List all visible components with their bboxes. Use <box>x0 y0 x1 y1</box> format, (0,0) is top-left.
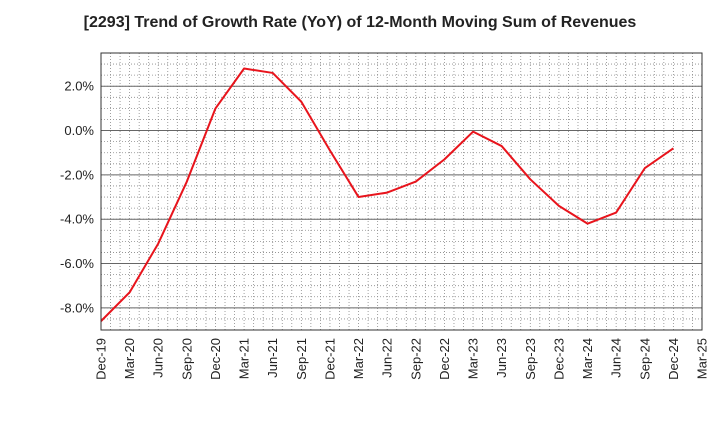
y-tick-label: -8.0% <box>60 300 94 315</box>
plot-area <box>101 53 702 330</box>
y-tick-label: 0.0% <box>64 123 94 138</box>
x-tick-label: Dec-19 <box>94 338 109 380</box>
x-tick-label: Sep-20 <box>179 338 194 380</box>
x-tick-label: Jun-24 <box>609 338 624 378</box>
x-tick-label: Jun-23 <box>494 338 509 378</box>
x-tick-label: Jun-20 <box>151 338 166 378</box>
x-tick-label: Sep-23 <box>523 338 538 380</box>
y-tick-label: -4.0% <box>60 212 94 227</box>
x-tick-label: Mar-20 <box>122 338 137 379</box>
y-tick-label: -6.0% <box>60 256 94 271</box>
x-tick-label: Dec-22 <box>437 338 452 380</box>
x-axis-ticks: Dec-19 Mar-20 Jun-20 Sep-20 Dec-20 Mar-21 Jun-… <box>94 338 710 380</box>
x-tick-label: Sep-21 <box>294 338 309 380</box>
x-tick-label: Mar-25 <box>695 338 710 379</box>
x-tick-label: Dec-24 <box>666 338 681 380</box>
x-tick-label: Sep-24 <box>637 338 652 380</box>
x-tick-label: Jun-21 <box>265 338 280 378</box>
y-tick-label: 2.0% <box>64 79 94 94</box>
x-tick-label: Mar-23 <box>466 338 481 379</box>
plot-border <box>100 52 703 331</box>
x-tick-label: Dec-21 <box>322 338 337 380</box>
x-tick-label: Dec-20 <box>208 338 223 380</box>
y-tick-label: -2.0% <box>60 167 94 182</box>
x-tick-label: Jun-22 <box>380 338 395 378</box>
chart-title: [2293] Trend of Growth Rate (YoY) of 12-… <box>83 14 637 31</box>
x-tick-label: Mar-24 <box>580 338 595 379</box>
x-tick-label: Dec-23 <box>551 338 566 380</box>
y-axis-ticks: 2.0% 0.0% -2.0% -4.0% -6.0% -8.0% <box>60 79 94 316</box>
x-tick-label: Mar-21 <box>237 338 252 379</box>
x-tick-label: Mar-22 <box>351 338 366 379</box>
x-tick-label: Sep-22 <box>408 338 423 380</box>
